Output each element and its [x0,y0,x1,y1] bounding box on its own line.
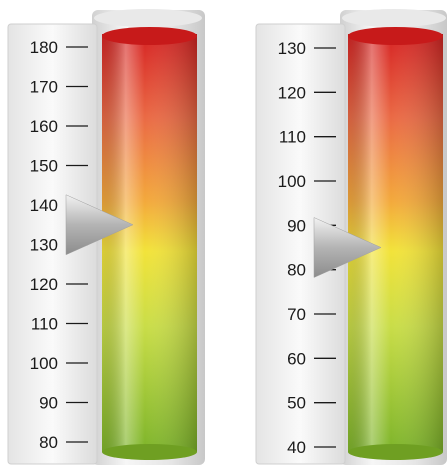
gauge-2-tick-label: 60 [287,349,306,368]
gauge-2-liquid-top [348,27,443,45]
gauge-2-tick-label: 130 [278,39,306,58]
gauge-1-tick-label: 100 [30,354,58,373]
gauge-2-tick-label: 50 [287,394,306,413]
gauge-2-tick-label: 80 [287,261,306,280]
gauge-1-tick-label: 90 [39,394,58,413]
gauge-2-ticks: 130 120 110 100 90 80 70 60 50 40 [278,39,336,457]
gauge-1-tick-label: 150 [30,157,58,176]
gauge-1-tick-label: 80 [39,433,58,452]
gauge-2-liquid-bottom [348,444,443,460]
gauge-1-liquid-bottom [102,444,197,460]
gauge-2: 130 120 110 100 90 80 70 60 50 40 [255,9,447,465]
gauge-2-tick-label: 100 [278,172,306,191]
gauge-1-tick-label: 120 [30,275,58,294]
gauge-2-tick-label: 90 [287,216,306,235]
gauge-2-pointer [313,217,382,278]
gauge-1-tick-label: 110 [31,315,58,334]
gauge-1-glass-top [94,9,202,27]
gauge-2-tick-label: 110 [279,128,306,147]
gauge-1-ticks: 180 170 160 150 140 130 120 110 100 90 80 [30,38,88,452]
gauge-1-liquid-shade [102,34,197,452]
gauge-2-tick-label: 40 [287,438,306,457]
gauge-2-glass-top [342,9,446,27]
gauge-1-tick-label: 130 [30,236,58,255]
gauge-2-tick-label: 120 [278,83,306,102]
gauge-1-tick-label: 140 [30,196,58,215]
gauge-1-scale-panel [7,23,98,465]
gauge-1: 180 170 160 150 140 130 120 110 100 90 80 [7,9,205,465]
gauge-2-tick-label: 70 [287,305,306,324]
gauge-1-pointer [65,194,134,256]
gauge-1-tick-label: 170 [30,78,58,97]
gauge-1-tick-label: 160 [30,117,58,136]
gauge-1-tick-label: 180 [30,38,58,57]
gauge-1-liquid-top [102,27,197,45]
